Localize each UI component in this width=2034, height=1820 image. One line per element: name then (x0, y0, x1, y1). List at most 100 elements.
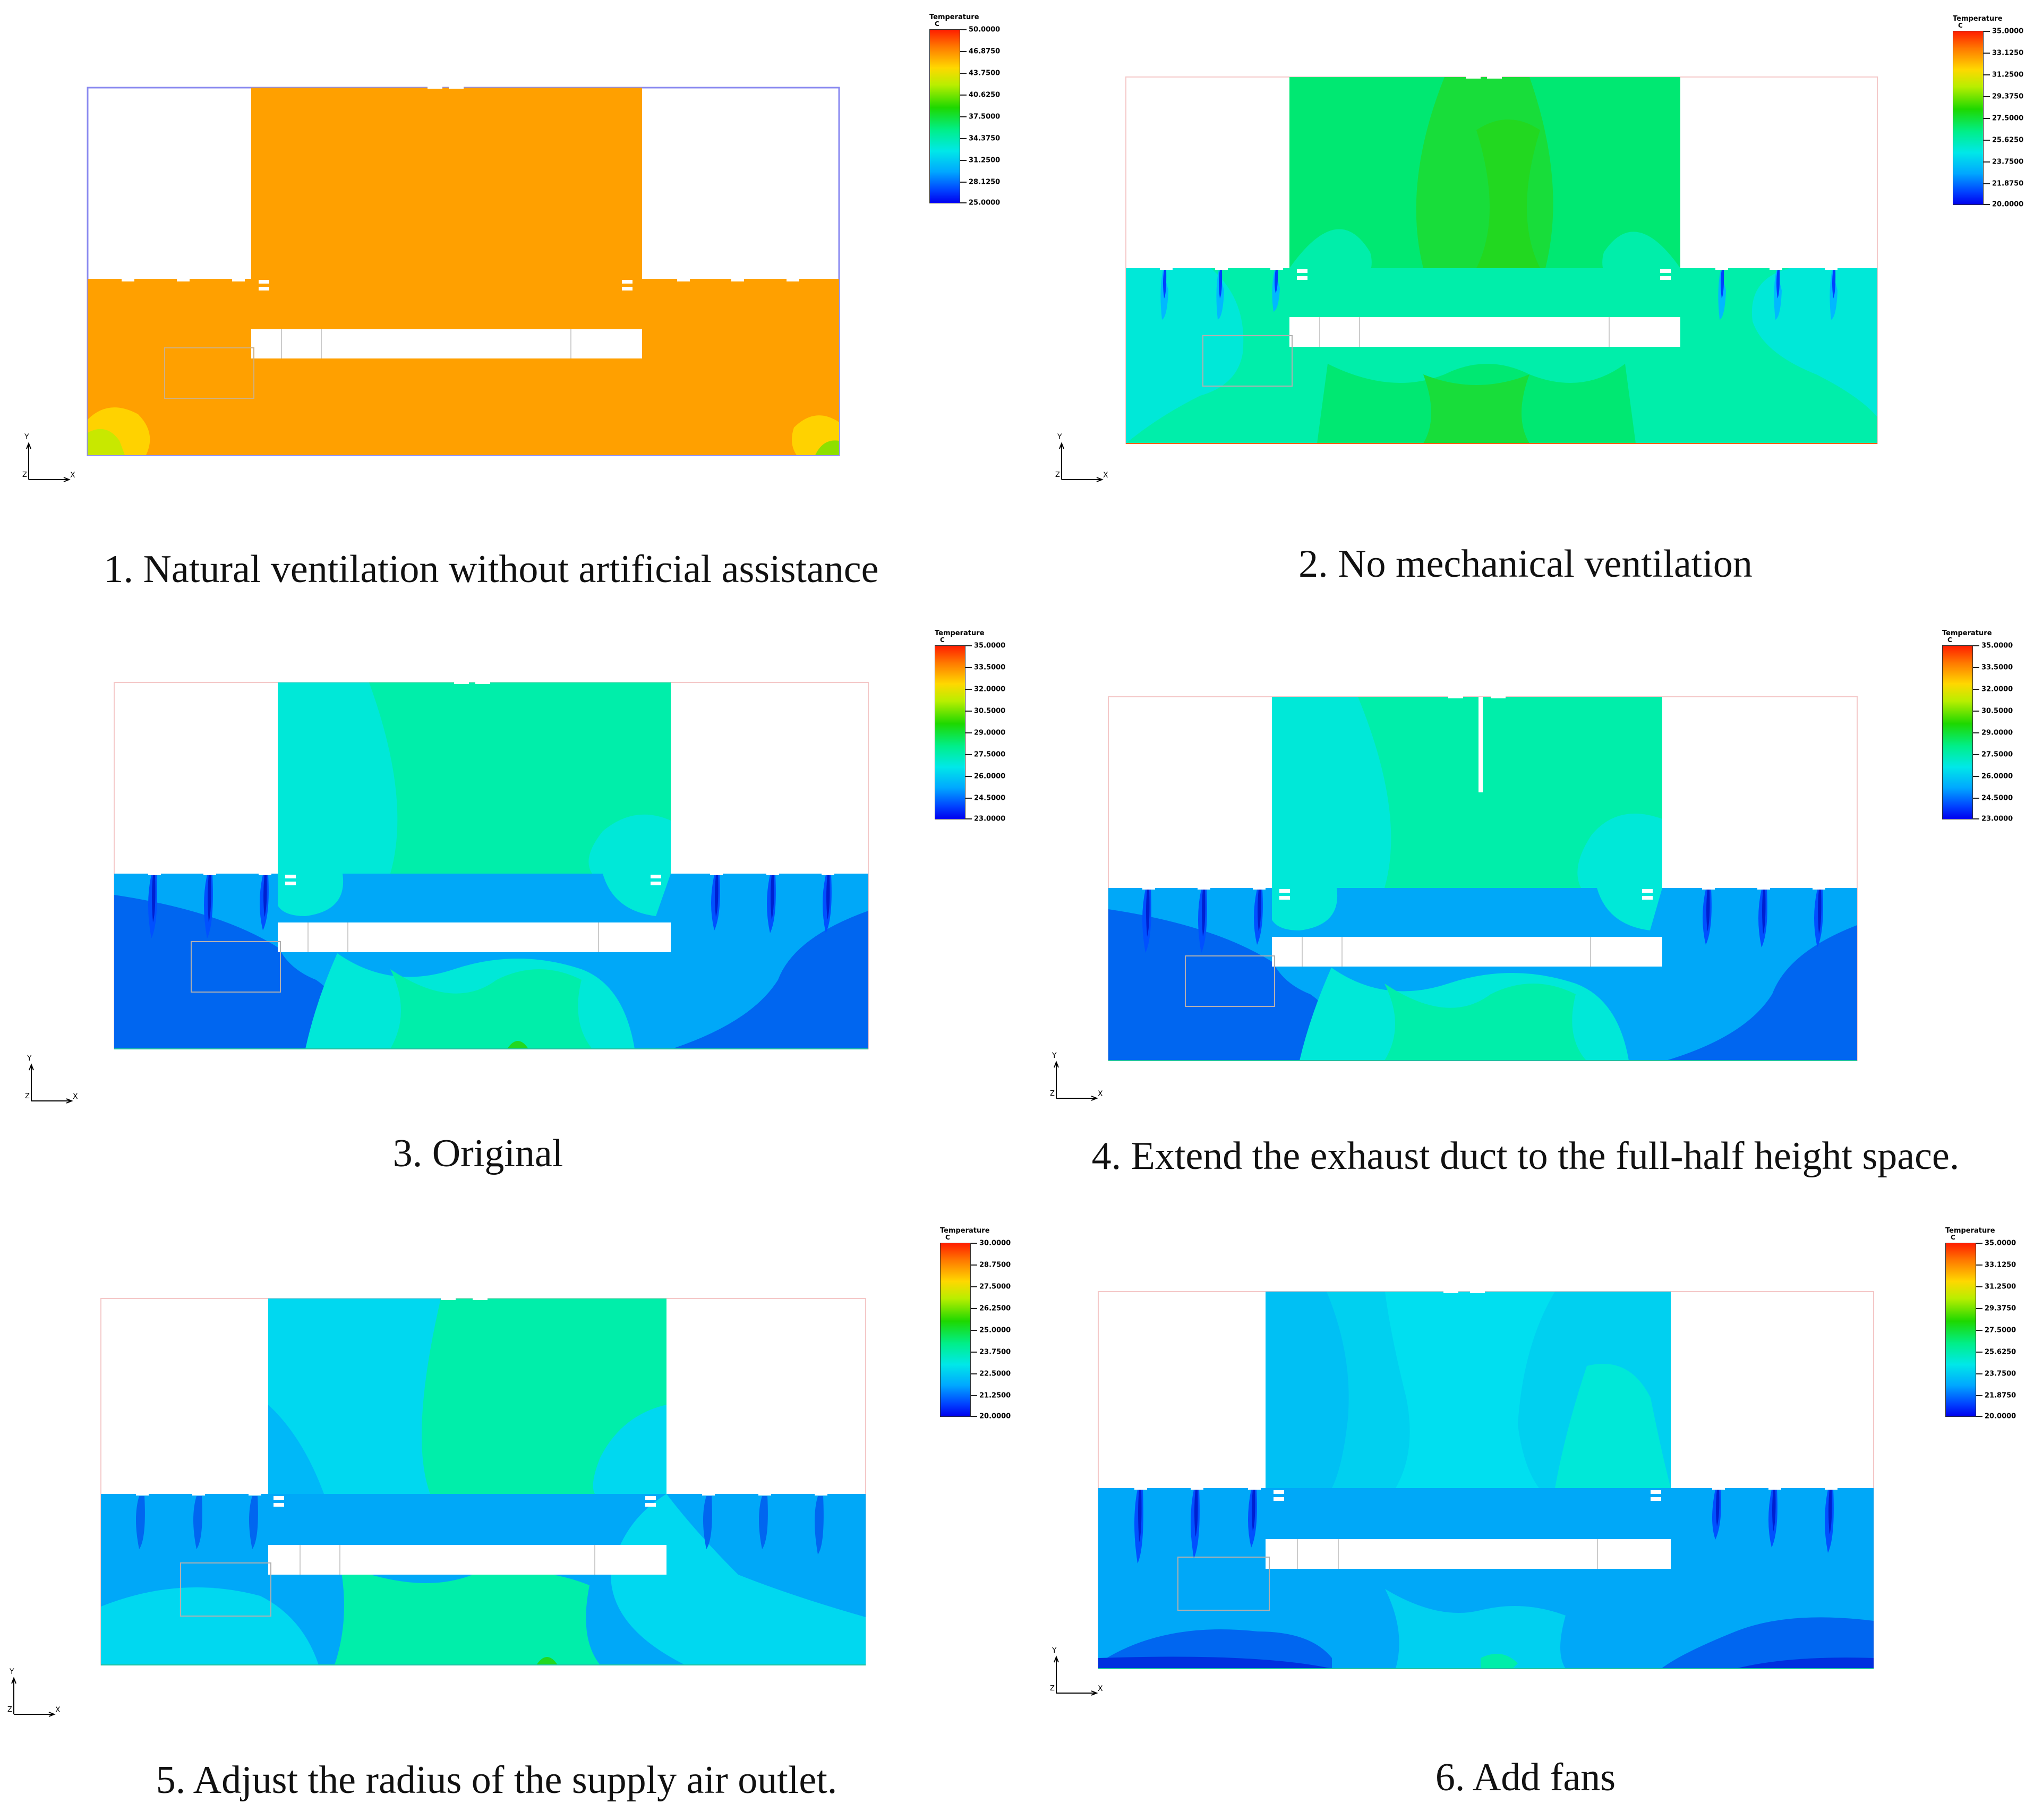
legend-unit: C (935, 20, 939, 28)
legend-tick-label: 24.5000 (974, 794, 1006, 802)
panel-caption: 5. Adjust the radius of the supply air o… (156, 1758, 837, 1802)
legend-tick-label: 25.0000 (969, 199, 1001, 207)
axis-triad: Y Z X (21, 433, 80, 486)
panel-caption: 4. Extend the exhaust duct to the full-h… (1091, 1134, 1960, 1178)
axis-triad: Y Z X (1049, 1052, 1107, 1105)
legend-tick-label: 23.0000 (974, 815, 1006, 823)
legend-tick-label: 32.0000 (1981, 685, 2013, 694)
legend-title: Temperature (1942, 629, 1992, 637)
legend-title: Temperature (929, 13, 979, 21)
legend-tick-label: 20.0000 (1985, 1412, 2016, 1421)
legend-color-bar (1942, 645, 1973, 819)
legend-tick-label: 35.0000 (1985, 1239, 2016, 1247)
temperature-legend: Temperature C 50.0000 46.8750 43.7500 40… (929, 13, 1030, 226)
legend-tick-label: 35.0000 (1981, 642, 2013, 650)
legend-tick-label: 30.0000 (979, 1239, 1011, 1247)
legend-tick-label: 31.2500 (1992, 71, 2024, 79)
panel-caption: 2. No mechanical ventilation (1298, 542, 1753, 586)
legend-unit: C (1947, 636, 1952, 644)
legend-tick-label: 50.0000 (969, 25, 1001, 34)
panel-5: Temperature C 30.0000 28.7500 27.5000 26… (0, 1211, 1017, 1816)
legend-tick-label: 22.5000 (979, 1370, 1011, 1378)
legend-tick-label: 21.8750 (1992, 180, 2024, 188)
legend-tick-label: 30.5000 (974, 707, 1006, 715)
legend-tick-label: 37.5000 (969, 113, 1001, 121)
legend-tick-label: 24.5000 (1981, 794, 2013, 802)
legend-unit: C (940, 636, 945, 644)
legend-tick-label: 28.7500 (979, 1261, 1011, 1269)
legend-tick-label: 20.0000 (1992, 200, 2024, 209)
legend-tick-label: 46.8750 (969, 47, 1001, 56)
legend-tick-label: 27.5000 (1985, 1326, 2016, 1335)
temperature-contour-plot (87, 86, 840, 456)
panel-3: Temperature C 35.0000 33.5000 32.0000 30… (0, 605, 1017, 1211)
panel-1: Temperature C 50.0000 46.8750 43.7500 40… (0, 0, 1017, 605)
legend-tick-label: 25.6250 (1992, 136, 2024, 144)
legend-tick-label: 31.2500 (969, 156, 1001, 165)
legend-tick-label: 25.0000 (979, 1326, 1011, 1335)
legend-title: Temperature (1945, 1227, 1995, 1235)
axis-triad: Y Z X (6, 1668, 65, 1721)
legend-tick-label: 20.0000 (979, 1412, 1011, 1421)
legend-tick-label: 33.1250 (1985, 1261, 2016, 1269)
legend-tick-label: 26.0000 (974, 772, 1006, 781)
legend-title: Temperature (935, 629, 985, 637)
legend-tick-label: 26.0000 (1981, 772, 2013, 781)
temperature-contour-plot (114, 681, 869, 1049)
legend-tick-label: 23.7500 (979, 1348, 1011, 1356)
legend-unit: C (1958, 22, 1963, 29)
legend-tick-label: 27.5000 (1992, 114, 2024, 123)
legend-tick-label: 27.5000 (979, 1283, 1011, 1291)
legend-tick-label: 29.3750 (1985, 1304, 2016, 1313)
legend-tick-label: 31.2500 (1985, 1283, 2016, 1291)
legend-tick-label: 27.5000 (974, 750, 1006, 759)
legend-tick-label: 23.7500 (1985, 1370, 2016, 1378)
legend-tick-label: 35.0000 (1992, 27, 2024, 36)
panel-6: Temperature C 35.0000 33.1250 31.2500 29… (1017, 1211, 2034, 1816)
legend-tick-label: 28.1250 (969, 178, 1001, 186)
legend-tick-label: 30.5000 (1981, 707, 2013, 715)
legend-title: Temperature (940, 1227, 990, 1235)
legend-color-bar (1953, 31, 1984, 205)
panel-caption: 1. Natural ventilation without artificia… (104, 548, 879, 591)
temperature-legend: Temperature C 35.0000 33.5000 32.0000 30… (935, 629, 1036, 842)
legend-tick-label: 29.0000 (974, 729, 1006, 737)
temperature-contour-plot (100, 1297, 866, 1665)
panel-caption: 3. Original (392, 1132, 563, 1175)
legend-color-bar (935, 645, 965, 819)
temperature-legend: Temperature C 30.0000 28.7500 27.5000 26… (940, 1227, 1041, 1439)
temperature-legend: Temperature C 35.0000 33.1250 31.2500 29… (1945, 1227, 2034, 1439)
temperature-legend: Temperature C 35.0000 33.1250 31.2500 29… (1953, 15, 2034, 227)
legend-tick-label: 33.5000 (1981, 663, 2013, 672)
legend-tick-label: 29.0000 (1981, 729, 2013, 737)
legend-tick-label: 35.0000 (974, 642, 1006, 650)
legend-tick-label: 34.3750 (969, 134, 1001, 143)
temperature-contour-plot (1098, 1290, 1874, 1669)
legend-tick-label: 29.3750 (1992, 92, 2024, 101)
legend-tick-label: 40.6250 (969, 91, 1001, 99)
legend-tick-label: 43.7500 (969, 69, 1001, 78)
legend-title: Temperature (1953, 15, 2003, 23)
panel-4: Temperature C 35.0000 33.5000 32.0000 30… (1017, 605, 2034, 1211)
legend-color-bar (940, 1243, 971, 1417)
axis-triad: Y Z X (1054, 433, 1113, 486)
legend-tick-label: 32.0000 (974, 685, 1006, 694)
legend-tick-label: 27.5000 (1981, 750, 2013, 759)
legend-color-bar (929, 29, 960, 203)
panel-2: Temperature C 35.0000 33.1250 31.2500 29… (1017, 0, 2034, 605)
legend-unit: C (945, 1234, 950, 1241)
legend-tick-label: 33.1250 (1992, 49, 2024, 57)
legend-color-bar (1945, 1243, 1976, 1417)
temperature-contour-plot (1108, 695, 1858, 1061)
axis-triad: Y Z X (1049, 1646, 1107, 1699)
legend-tick-label: 23.0000 (1981, 815, 2013, 823)
legend-unit: C (1951, 1234, 1955, 1241)
legend-tick-label: 21.8750 (1985, 1391, 2016, 1400)
legend-tick-label: 25.6250 (1985, 1348, 2016, 1356)
axis-triad: Y Z X (24, 1054, 82, 1107)
legend-tick-label: 33.5000 (974, 663, 1006, 672)
temperature-legend: Temperature C 35.0000 33.5000 32.0000 30… (1942, 629, 2034, 842)
temperature-contour-plot (1125, 75, 1878, 444)
panel-caption: 6. Add fans (1435, 1756, 1616, 1799)
legend-tick-label: 23.7500 (1992, 158, 2024, 166)
